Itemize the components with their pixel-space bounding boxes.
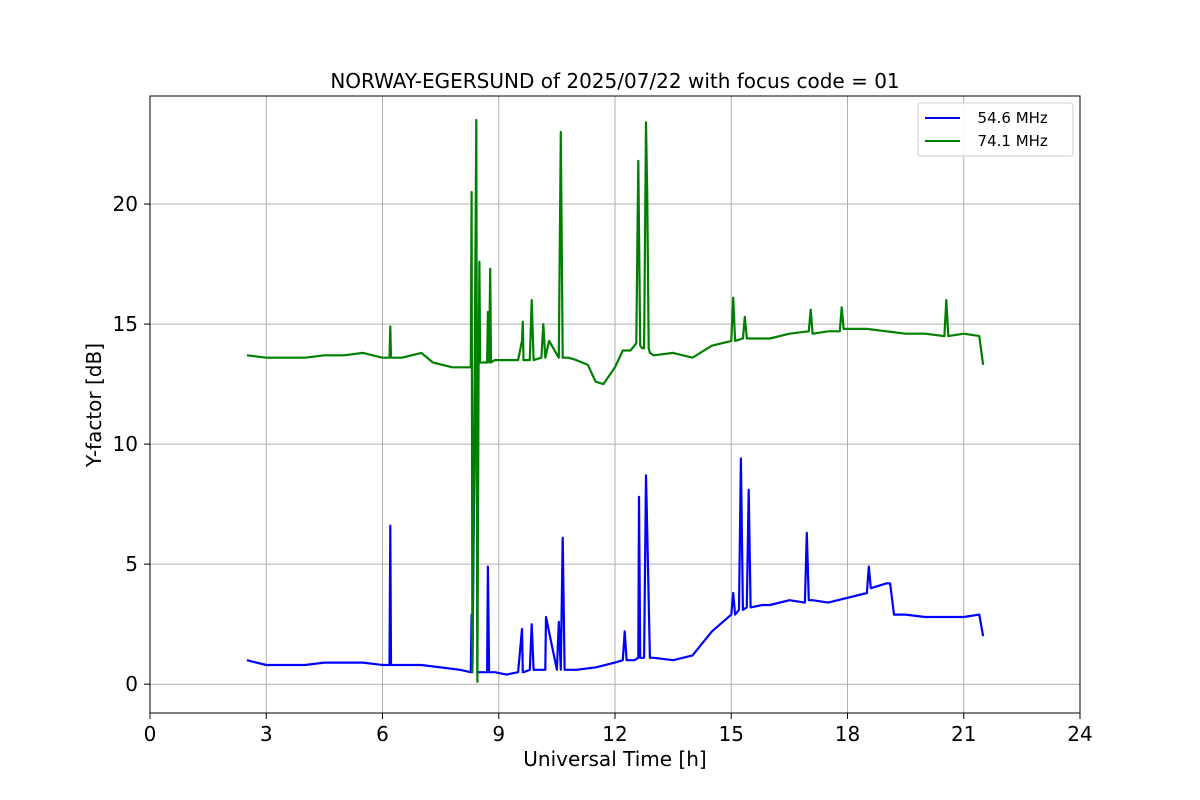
legend-label-74-1: 74.1 MHz xyxy=(968,132,1048,150)
y-tick-label: 15 xyxy=(113,312,138,336)
x-tick-label: 21 xyxy=(951,722,976,746)
x-tick-label: 15 xyxy=(719,722,744,746)
x-tick-label: 18 xyxy=(835,722,860,746)
y-tick-label: 20 xyxy=(113,192,138,216)
series-line-0 xyxy=(246,258,985,676)
y-tick-label: 10 xyxy=(113,432,138,456)
series-line-1 xyxy=(246,118,985,683)
x-tick-label: 6 xyxy=(376,722,389,746)
x-tick-label: 0 xyxy=(144,722,157,746)
y-axis-ticks: 0 5 10 15 20 xyxy=(113,192,150,696)
y-axis-label: Y-factor [dB] xyxy=(82,343,106,468)
x-axis-ticks: 0 3 6 9 12 15 18 21 24 xyxy=(144,713,1093,746)
legend-label-54-6: 54.6 MHz xyxy=(968,109,1048,127)
x-tick-label: 12 xyxy=(602,722,627,746)
chart-title: NORWAY-EGERSUND of 2025/07/22 with focus… xyxy=(330,69,899,93)
x-axis-label: Universal Time [h] xyxy=(523,747,706,771)
y-tick-label: 5 xyxy=(125,552,138,576)
legend: 54.6 MHz 74.1 MHz xyxy=(917,102,1074,157)
x-tick-label: 24 xyxy=(1067,722,1092,746)
legend-box xyxy=(917,102,1074,157)
series-layer xyxy=(246,118,985,683)
x-tick-label: 9 xyxy=(492,722,505,746)
x-tick-label: 3 xyxy=(260,722,273,746)
y-tick-label: 0 xyxy=(125,672,138,696)
